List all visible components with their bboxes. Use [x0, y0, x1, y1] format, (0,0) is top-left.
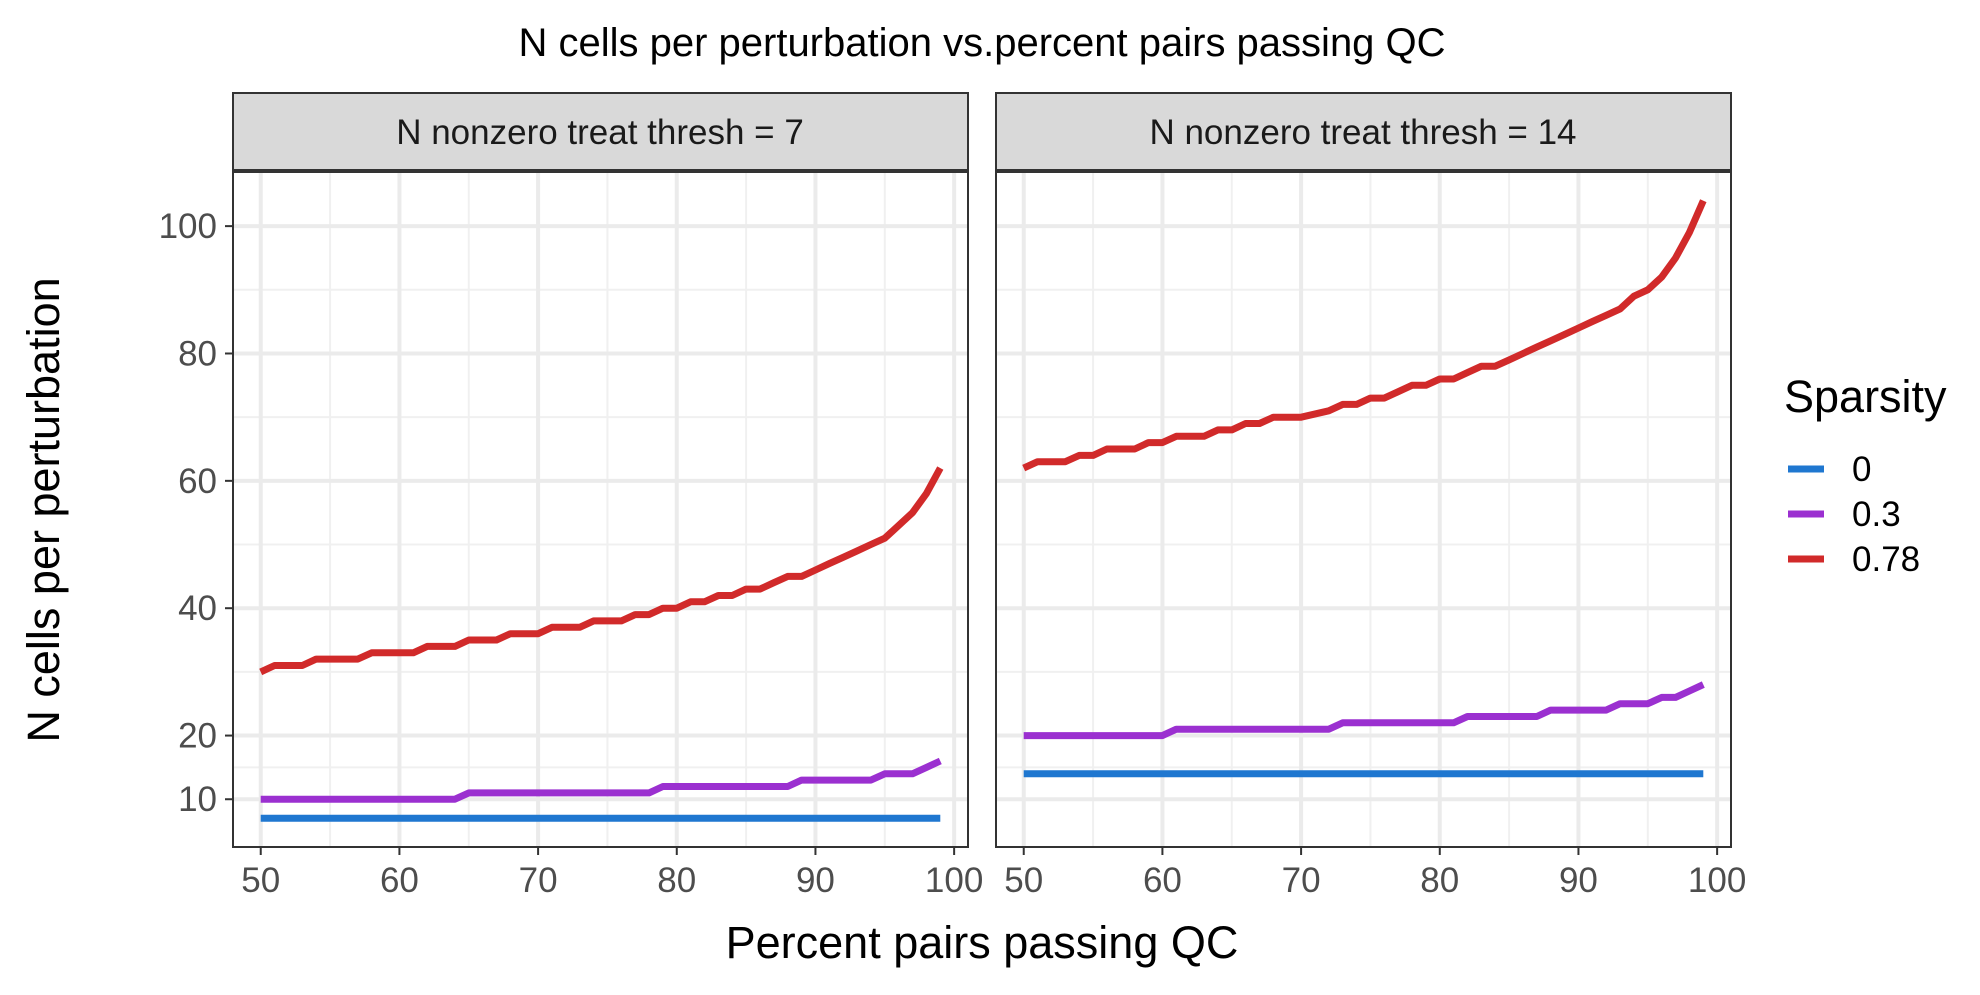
x-tick-label: 90 [1559, 861, 1598, 900]
legend-label-0: 0 [1852, 450, 1871, 489]
x-axis-ticks: 50 60 70 80 90 100 [1004, 847, 1746, 900]
x-tick-label: 50 [1004, 861, 1043, 900]
y-tick-label: 80 [178, 334, 217, 373]
panel-grid [996, 172, 1731, 847]
panel-strip [232, 92, 969, 171]
x-axis-ticks: 50 60 70 80 90 100 [241, 847, 983, 900]
x-tick-label: 60 [380, 861, 419, 900]
y-tick-label: 10 [178, 780, 217, 819]
panel-grid [233, 172, 968, 847]
y-tick-label: 100 [159, 207, 217, 246]
y-tick-label: 20 [178, 717, 217, 756]
x-tick-label: 70 [1282, 861, 1321, 900]
series-line-0.78 [1022, 199, 1707, 472]
series-line-0.3 [260, 757, 942, 803]
legend-entries: 0 0.3 0.78 [1788, 450, 1920, 579]
panel-series [1022, 199, 1707, 778]
legend-title: Sparsity [1784, 371, 1947, 422]
panel-strip-label: N nonzero treat thresh = 7 [396, 113, 804, 152]
x-tick-label: 60 [1143, 861, 1182, 900]
x-tick-label: 80 [1420, 861, 1459, 900]
panel-strip-label: N nonzero treat thresh = 14 [1149, 113, 1576, 152]
panel-border [232, 171, 969, 848]
series-line-0.78 [259, 466, 944, 676]
x-tick-label: 100 [925, 861, 983, 900]
panel-thresh-14: N nonzero treat thresh = 14 50 60 70 80 90 10… [995, 92, 1746, 900]
y-axis-ticks: 10 20 40 60 80 100 [159, 207, 233, 819]
x-tick-label: 100 [1688, 861, 1746, 900]
panel-strip [995, 92, 1732, 171]
x-axis-label: Percent pairs passing QC [726, 917, 1239, 968]
panel-background [996, 172, 1731, 847]
x-tick-label: 70 [519, 861, 558, 900]
x-tick-label: 80 [657, 861, 696, 900]
panel-border [995, 171, 1732, 848]
panel-series [259, 466, 944, 822]
panel-background [233, 172, 968, 847]
chart-title: N cells per perturbation vs.percent pair… [518, 21, 1445, 65]
y-tick-label: 40 [178, 589, 217, 628]
x-tick-label: 50 [241, 861, 280, 900]
panel-thresh-7: N nonzero treat thresh = 7 50 60 70 80 90 100… [159, 92, 983, 900]
legend: Sparsity 0 0.3 0.78 [1784, 371, 1947, 579]
legend-label-0.3: 0.3 [1852, 495, 1901, 534]
x-tick-label: 90 [796, 861, 835, 900]
series-line-0.3 [1023, 681, 1705, 740]
y-tick-label: 60 [178, 462, 217, 501]
legend-label-0.78: 0.78 [1852, 540, 1920, 579]
y-axis-label: N cells per perturbation [18, 277, 69, 742]
